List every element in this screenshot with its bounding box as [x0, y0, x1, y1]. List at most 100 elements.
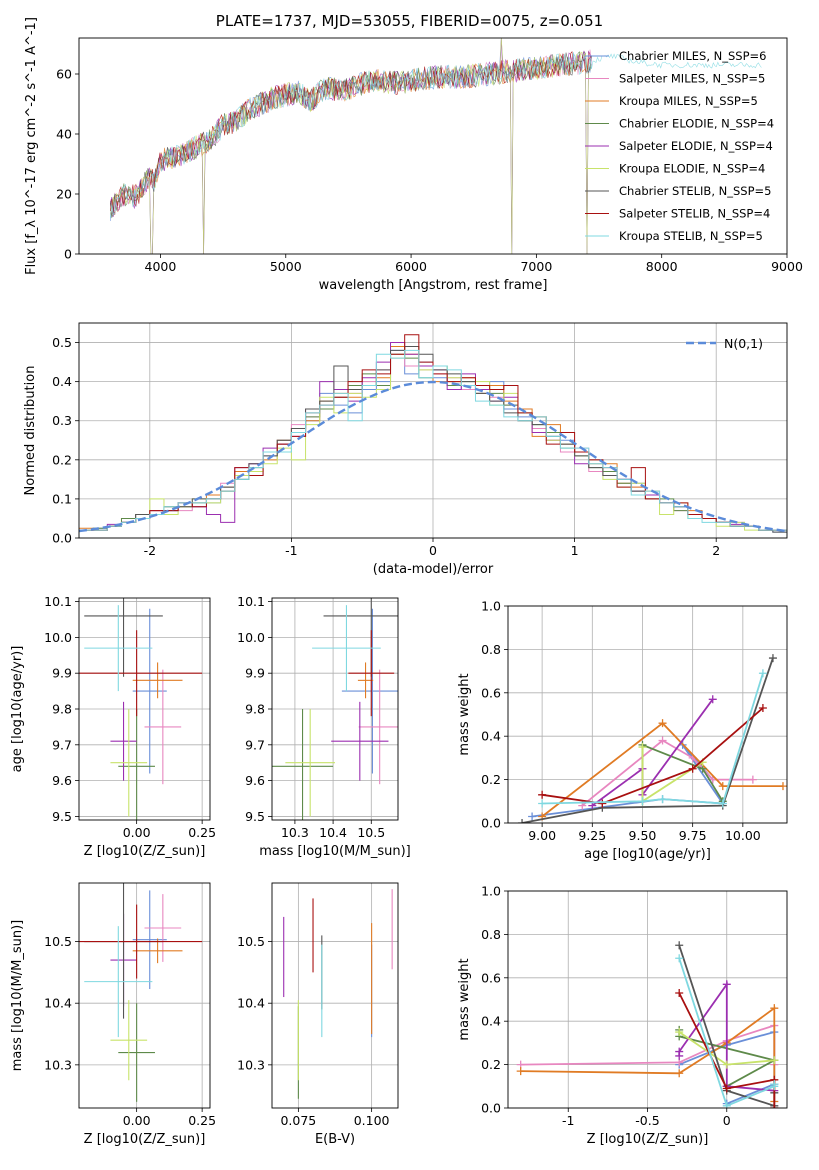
y-tick-label: 10.4 [237, 996, 265, 1011]
x-tick-label: 5000 [270, 259, 302, 274]
weight-marker-salpeter_elodie [722, 980, 731, 989]
axes-spectrum: 4000 5000 6000 7000 8000 9000 0 20 40 60 wavelengt… [24, 17, 803, 293]
y-tick-label: 0.5 [52, 335, 72, 350]
x-tick-label: 9.50 [629, 828, 657, 843]
weight-marker-kroupa_elodie [722, 1060, 731, 1069]
y-tick-label: 0 [64, 247, 72, 262]
y-tick-label: 10.5 [44, 934, 72, 949]
x-tick-label: 10.3 [281, 825, 309, 840]
y-tick-label: 0.0 [52, 531, 72, 546]
weight-marker-salpeter_stelib [770, 1104, 779, 1108]
y-tick-label: 9.7 [52, 737, 72, 752]
x-tick-label: -0.5 [635, 1113, 659, 1128]
weight-marker-kroupa_elodie [770, 1056, 779, 1065]
weight-line-salpeter_elodie [591, 698, 714, 807]
y-axis-label: Normed distribution [23, 366, 38, 496]
y-tick-label: 0.0 [481, 816, 501, 831]
plot-area-mass_vs_ebv [283, 889, 393, 1099]
weight-line-salpeter_stelib [678, 992, 776, 1108]
y-tick-label: 20 [56, 187, 72, 202]
x-axis-label: Z [log10(Z/Z_sun)] [84, 1132, 206, 1147]
x-tick-label: 0.25 [188, 825, 216, 840]
weight-marker-kroupa_stelib [718, 799, 727, 808]
weight-marker-kroupa_stelib [538, 799, 547, 808]
weight-line-salpeter_stelib [541, 707, 764, 805]
y-tick-label: 0.2 [52, 452, 72, 467]
spectrum-line-salpeter_stelib [110, 51, 592, 215]
y-tick-label: 10.0 [237, 630, 265, 645]
spectrum-line-chabrier_elodie [110, 50, 592, 218]
weight-marker-salpeter_miles [748, 775, 757, 784]
y-tick-label: 0.6 [481, 970, 501, 985]
weight-line-kroupa_miles [541, 721, 783, 818]
x-tick-label: 9.75 [679, 828, 707, 843]
y-tick-label: 0.8 [481, 927, 501, 942]
x-tick-label: 0.00 [123, 825, 151, 840]
axes-frame [271, 597, 399, 821]
x-tick-label: 8000 [646, 259, 678, 274]
weight-marker-kroupa_stelib [675, 954, 684, 963]
weight-marker-kroupa_miles [516, 1067, 525, 1076]
weight-marker-kroupa_stelib [638, 797, 647, 806]
x-axis-label: (data-model)/error [373, 562, 494, 577]
x-tick-label: 10.4 [319, 825, 347, 840]
y-tick-label: 0.2 [481, 1057, 501, 1072]
y-tick-label: 60 [56, 67, 72, 82]
x-tick-label: 4000 [145, 259, 177, 274]
spectrum-line-kroupa_stelib [110, 52, 762, 219]
y-tick-label: 0.6 [481, 685, 501, 700]
axes-mass_vs_z: 0.00 0.25 10.3 10.4 10.5 Z [log10(Z/Z_sun)] ma… [10, 882, 216, 1147]
spectrum-line-kroupa_miles [110, 51, 592, 215]
legend-label-chabrier_elodie: Chabrier ELODIE, N_SSP=4 [619, 117, 774, 131]
plot-area-age_vs_mass [272, 598, 398, 820]
y-tick-label: 0.8 [481, 642, 501, 657]
weight-marker-kroupa_miles [718, 782, 727, 791]
x-tick-label: 9.00 [528, 828, 556, 843]
weight-marker-kroupa_miles [658, 719, 667, 728]
weight-marker-kroupa_miles [770, 1004, 779, 1013]
axes-frame [78, 882, 211, 1109]
y-tick-label: 10.3 [44, 1057, 72, 1072]
histogram-kroupa_stelib [79, 349, 787, 538]
y-tick-label: 9.8 [245, 702, 265, 717]
plot-area-mass_vs_z [79, 883, 203, 1102]
x-tick-label: 1 [571, 543, 579, 558]
figure-title: PLATE=1737, MJD=53055, FIBERID=0075, z=0… [215, 12, 604, 30]
axes-frame [78, 322, 788, 539]
axes-mass_weight_vs_age: 9.00 9.25 9.50 9.75 10.00 0.0 0.2 0.4 0.6 0.8 1.0 a… [457, 599, 788, 862]
legend-label-salpeter_stelib: Salpeter STELIB, N_SSP=4 [619, 207, 770, 221]
y-axis-label: mass weight [457, 958, 472, 1040]
y-tick-label: 9.5 [52, 809, 72, 824]
y-axis-label: mass weight [457, 673, 472, 755]
weight-marker-kroupa_miles [778, 782, 787, 791]
weight-marker-salpeter_stelib [688, 764, 697, 773]
legend-label-chabrier_miles: Chabrier MILES, N_SSP=6 [619, 49, 766, 63]
legend-label-chabrier_stelib: Chabrier STELIB, N_SSP=5 [619, 184, 771, 198]
x-axis-label: mass [log10(M/M_sun)] [259, 844, 411, 859]
y-tick-label: 10.1 [237, 594, 265, 609]
y-tick-label: 9.6 [52, 773, 72, 788]
x-tick-label: 10.5 [357, 825, 385, 840]
y-tick-label: 0.3 [52, 413, 72, 428]
weight-marker-chabrier_stelib [675, 941, 684, 950]
y-tick-label: 9.9 [52, 666, 72, 681]
y-tick-label: 0.2 [481, 772, 501, 787]
spectrum-legend: Chabrier MILES, N_SSP=6 Salpeter MILES, N… [585, 49, 774, 243]
axes-residuals: -2 -1 0 1 2 0.0 0.1 0.2 0.3 0.4 0.5 (data-model)/er… [23, 322, 788, 577]
legend-label-normal: N(0,1) [724, 336, 763, 351]
y-tick-label: 0.4 [481, 1014, 501, 1029]
weight-marker-salpeter_stelib [675, 988, 684, 997]
axes-frame [78, 597, 211, 821]
y-tick-label: 9.7 [245, 737, 265, 752]
plot-area-mass_weight_vs_age [518, 654, 787, 823]
x-tick-label: 0 [429, 543, 437, 558]
y-tick-label: 1.0 [481, 884, 501, 899]
weight-line-chabrier_stelib [521, 657, 774, 823]
x-axis-label: E(B-V) [315, 1132, 355, 1147]
x-tick-label: -1 [285, 543, 297, 558]
weight-marker-salpeter_elodie [708, 695, 717, 704]
weight-marker-salpeter_elodie [675, 1047, 684, 1056]
y-tick-label: 0.0 [481, 1101, 501, 1116]
weight-marker-chabrier_miles [528, 812, 537, 821]
